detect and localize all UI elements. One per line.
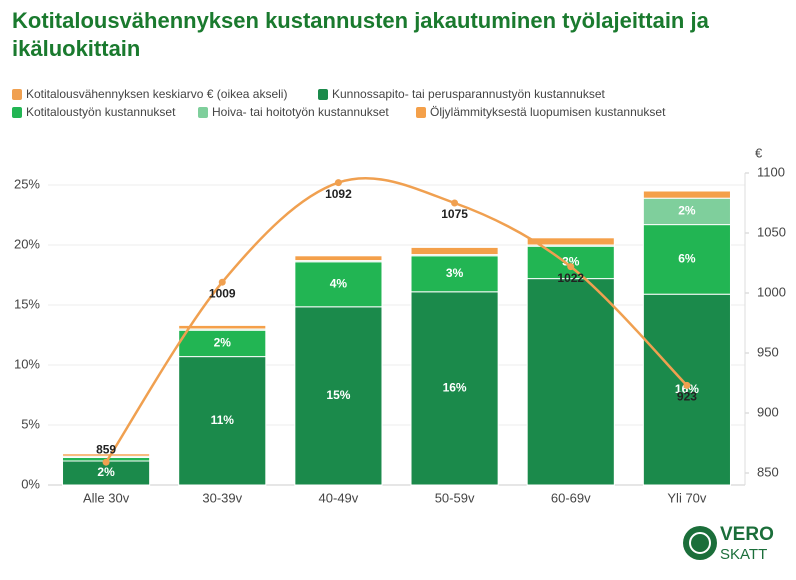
legend-swatch [318,89,328,100]
bar-segment [526,245,615,280]
y2-tick-label: 950 [757,344,779,359]
legend-swatch [416,107,426,118]
y-tick-label: 20% [14,236,40,251]
y-tick-label: 0% [21,476,40,491]
line-point [102,458,110,466]
segment-label: 15% [326,388,350,402]
segment-label: 3% [446,266,464,280]
bar-segment [294,306,383,486]
line [105,177,688,463]
y2-axis-label: € [755,145,763,160]
line-point [218,278,226,286]
line-point [683,381,691,389]
logo-top: VERO [720,524,774,545]
bar-segment [642,197,731,226]
logo-bottom: SKATT [720,546,767,563]
logo: VERO SKATT [683,524,774,563]
legend-label: Kotitalousvähennyksen keskiarvo € (oikea… [26,87,287,101]
bar-segment [526,278,615,486]
legend-label: Hoiva- tai hoitotyön kustannukset [212,105,389,119]
segment-label: 2% [678,204,696,218]
bar-segment [642,190,731,199]
chart-title-line-1: Kotitalousvähennyksen kustannusten jakau… [12,8,710,33]
legend-swatch [198,107,208,118]
y-tick-label: 10% [14,356,40,371]
legend: Kotitalousvähennyksen keskiarvo € (oikea… [12,87,666,119]
y2-tick-label: 900 [757,404,779,419]
line-label: 859 [96,442,116,456]
y2-tick-label: 850 [757,464,779,479]
segment-label: 11% [211,413,235,427]
line-point [567,263,575,271]
plot: 0% 5% 10% 15% 20% 25% 850 900 950 1000 1050 1100 € Al… [14,145,786,505]
logo-icon-ring [689,532,711,554]
bar-segment [294,255,383,262]
logo-icon [683,526,717,560]
y2-tick-label: 1050 [757,224,786,239]
y2-tick-label: 1100 [757,164,785,179]
x-tick-label: Yli 70v [667,490,707,505]
bar-segment [410,291,499,486]
bar-segment [642,224,731,295]
legend-swatch [12,89,22,100]
bar-segment [526,237,615,246]
y-tick-label: 5% [21,416,40,431]
line-label: 923 [677,390,697,404]
line-point [334,179,342,187]
segment-label: 6% [678,252,696,266]
legend-label: Kotitaloustyön kustannukset [26,105,176,119]
segment-label: 3% [562,255,580,269]
legend-swatch [12,107,22,118]
segment-label: 16% [443,381,467,395]
bar-segment [62,453,151,457]
segment-label: 2% [97,465,115,479]
bar-segment [410,255,499,293]
legend-label: Öljylämmityksestä luopumisen kustannukse… [430,105,666,119]
chart-title-line-2: ikäluokittain [12,36,140,61]
bar-segment [178,324,267,330]
legend-label: Kunnossapito- tai perusparannustyön kust… [332,87,606,101]
segment-label: 4% [330,276,348,290]
line-label: 1075 [441,207,468,221]
bar-segment [410,246,499,256]
x-tick-label: 50-59v [435,490,475,505]
x-tick-label: 30-39v [202,490,242,505]
x-tick-label: 40-49v [319,490,359,505]
bar-segment [62,460,151,486]
line-label: 1022 [557,271,584,285]
y-tick-label: 15% [14,296,40,311]
bar-segment [294,261,383,308]
x-tick-label: Alle 30v [83,490,130,505]
x-tick-label: 60-69v [551,490,591,505]
line-label: 1092 [325,187,352,201]
y-tick-label: 25% [14,176,40,191]
line-point [451,199,459,207]
y2-tick-label: 1000 [757,284,786,299]
segment-label: 2% [214,336,232,350]
line-label: 1009 [209,286,236,300]
